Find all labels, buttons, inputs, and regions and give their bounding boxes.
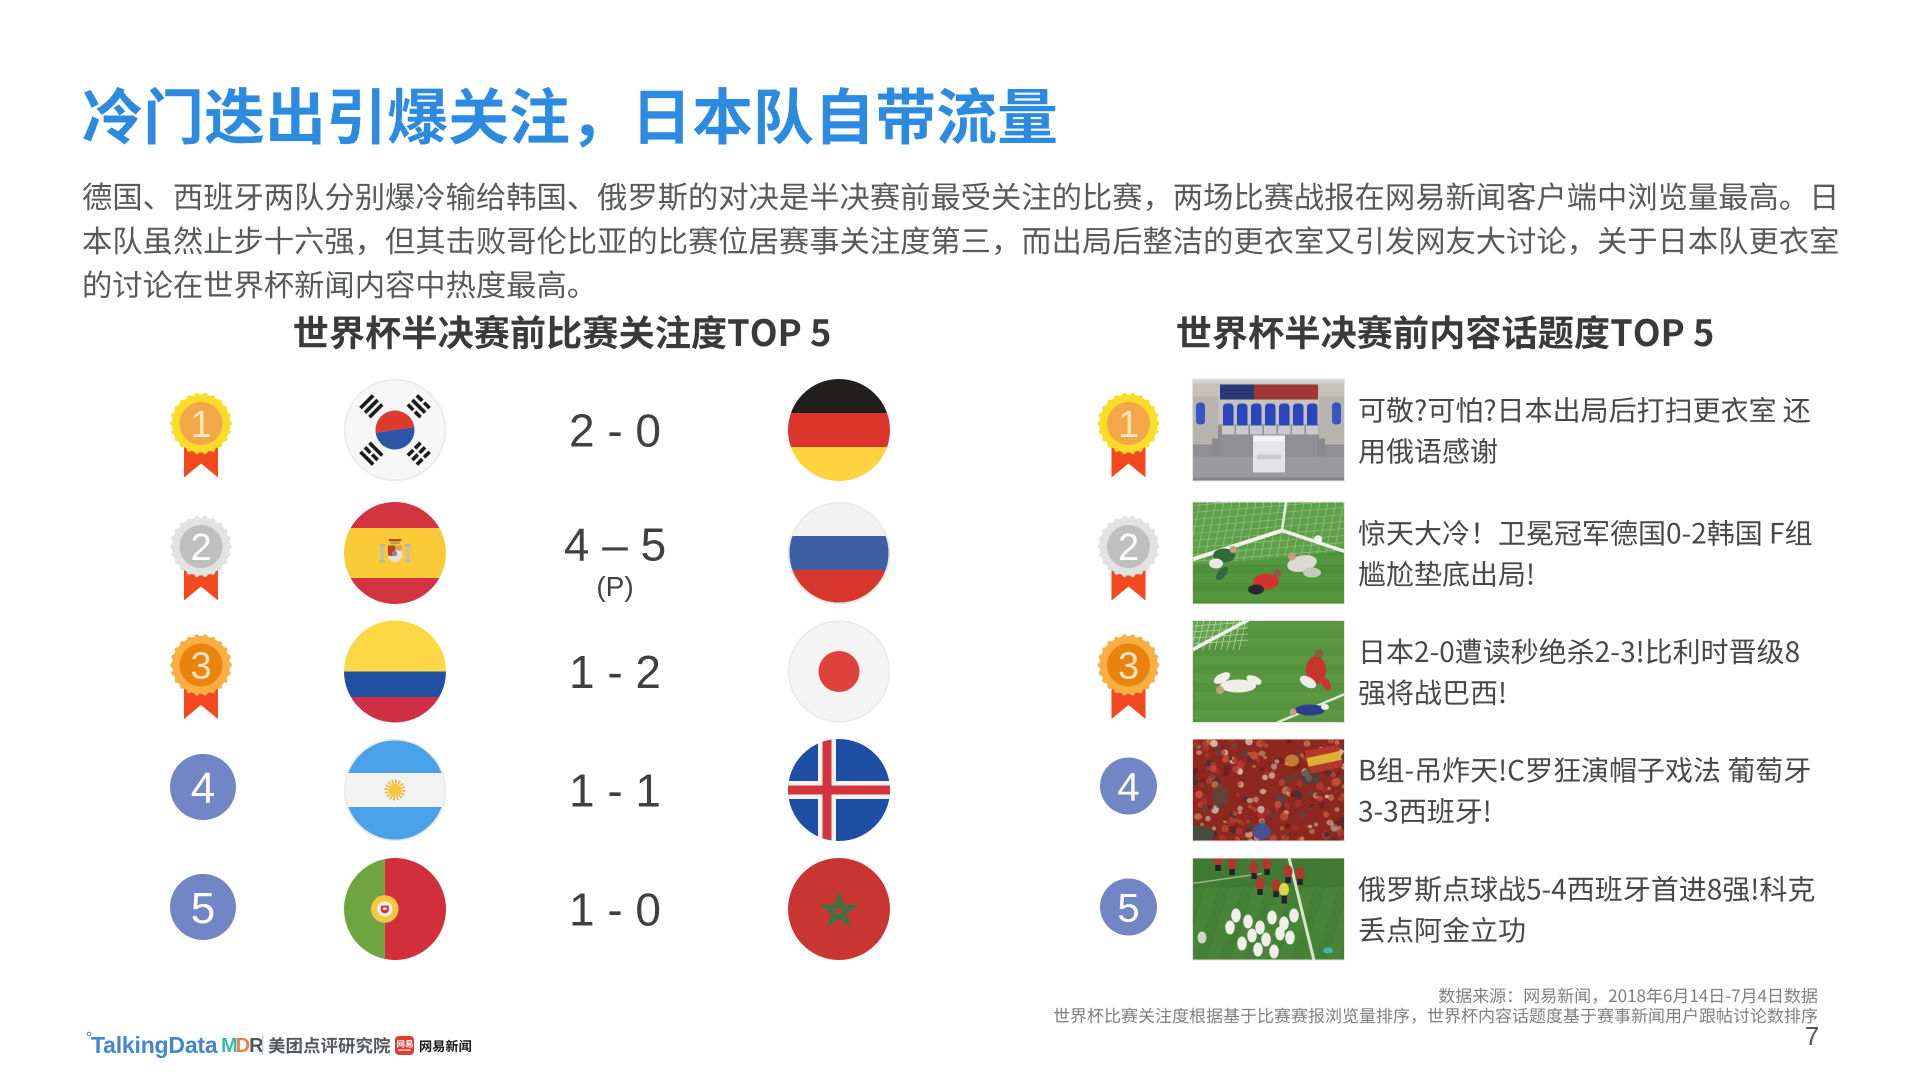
svg-text:2 - 0: 2 - 0 xyxy=(569,405,661,457)
svg-text:1 - 1: 1 - 1 xyxy=(569,765,661,817)
svg-text:7: 7 xyxy=(1805,1021,1819,1051)
svg-text:MDR: MDR xyxy=(221,1035,264,1057)
svg-text:TalkingData: TalkingData xyxy=(91,1032,218,1058)
svg-text:1 - 2: 1 - 2 xyxy=(569,646,661,698)
svg-text:1 - 0: 1 - 0 xyxy=(569,884,661,936)
svg-text:(P): (P) xyxy=(596,571,633,602)
svg-text:4 – 5: 4 – 5 xyxy=(564,519,666,571)
